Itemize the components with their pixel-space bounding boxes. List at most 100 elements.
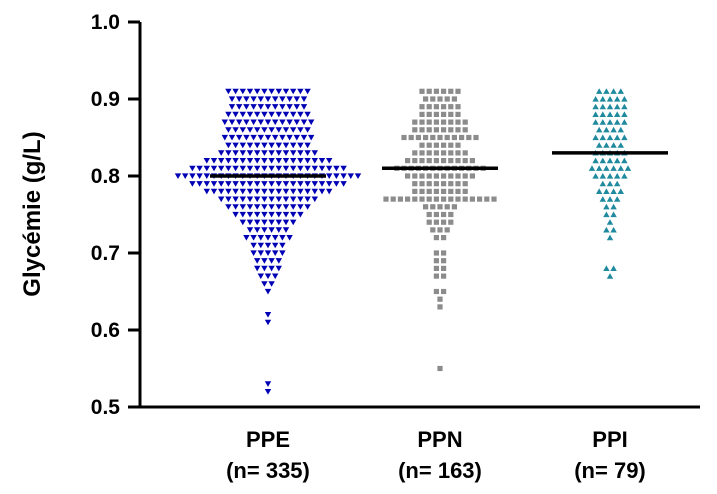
data-point-ppn xyxy=(419,196,425,202)
data-point-ppe xyxy=(311,150,318,156)
data-point-ppn xyxy=(433,196,439,202)
data-point-ppe xyxy=(261,281,268,287)
data-point-ppe xyxy=(210,158,218,164)
data-point-ppe xyxy=(225,142,232,149)
data-point-ppn xyxy=(426,158,432,164)
data-point-ppn xyxy=(430,227,436,233)
data-point-ppn xyxy=(441,111,447,117)
data-point-ppn xyxy=(441,250,447,256)
data-point-ppn xyxy=(419,181,425,187)
data-point-ppn xyxy=(448,158,454,164)
data-point-ppe xyxy=(279,134,286,141)
data-point-ppe xyxy=(218,165,225,172)
data-point-ppe xyxy=(239,204,246,210)
data-point-ppn xyxy=(433,219,439,225)
data-point-ppe xyxy=(246,111,254,118)
data-point-ppe xyxy=(275,211,282,218)
data-point-ppe xyxy=(326,158,333,164)
data-point-ppe xyxy=(254,196,261,203)
data-point-ppi xyxy=(610,226,617,233)
data-point-ppe xyxy=(293,134,300,141)
data-point-ppe xyxy=(297,127,304,133)
data-point-ppe xyxy=(272,242,279,249)
data-point-ppn xyxy=(433,265,439,271)
data-point-ppn xyxy=(426,142,432,148)
data-point-ppe xyxy=(275,111,282,118)
data-point-ppe xyxy=(261,158,268,164)
data-point-ppn xyxy=(441,188,447,194)
data-point-ppi xyxy=(592,173,599,179)
data-point-ppe xyxy=(264,242,272,249)
data-point-ppn xyxy=(412,158,418,164)
data-point-ppi xyxy=(603,88,610,94)
data-point-ppi xyxy=(606,111,614,117)
data-points xyxy=(174,88,632,395)
data-point-ppi xyxy=(614,96,621,102)
data-point-ppe xyxy=(203,165,210,172)
data-point-ppe xyxy=(282,158,290,164)
data-point-ppe xyxy=(246,150,254,156)
x-category-label: PPN xyxy=(417,427,462,452)
data-point-ppe xyxy=(254,181,261,187)
data-point-ppe xyxy=(232,165,239,172)
data-point-ppn xyxy=(433,273,439,279)
data-point-ppe xyxy=(297,196,304,203)
data-point-ppn xyxy=(433,88,439,94)
data-point-ppn xyxy=(451,204,457,210)
data-point-ppi xyxy=(596,88,603,94)
data-point-ppe xyxy=(304,188,311,195)
data-point-ppe xyxy=(304,158,311,164)
data-point-ppi xyxy=(606,157,614,164)
data-point-ppn xyxy=(448,150,454,156)
data-point-ppi xyxy=(621,111,628,117)
data-point-ppn xyxy=(473,134,479,141)
data-point-ppn xyxy=(426,119,432,125)
data-point-ppn xyxy=(426,181,432,187)
data-point-ppe xyxy=(254,150,261,156)
data-point-ppe xyxy=(261,111,268,118)
data-point-ppe xyxy=(318,181,326,187)
data-point-ppn xyxy=(412,173,418,179)
data-point-ppn xyxy=(426,219,432,225)
data-point-ppe xyxy=(318,158,326,164)
data-point-ppi xyxy=(624,165,632,171)
data-point-ppe xyxy=(203,181,210,187)
data-point-ppn xyxy=(441,265,447,271)
data-point-ppn xyxy=(412,150,418,156)
data-point-ppi xyxy=(606,134,614,141)
data-point-ppe xyxy=(275,227,282,233)
data-point-ppi xyxy=(621,173,628,179)
data-point-ppn xyxy=(441,88,447,94)
data-point-ppe xyxy=(225,196,232,203)
data-point-ppe xyxy=(246,204,254,210)
data-point-ppn xyxy=(441,235,447,241)
data-point-ppe xyxy=(347,173,354,179)
data-point-ppe xyxy=(300,119,308,126)
data-point-ppn xyxy=(484,196,490,202)
data-point-ppn xyxy=(433,235,439,241)
data-point-ppe xyxy=(275,142,282,149)
data-point-ppe xyxy=(268,258,275,264)
data-point-ppn xyxy=(433,188,439,194)
data-point-ppn xyxy=(441,288,447,295)
data-point-ppe xyxy=(254,265,261,272)
data-point-ppe xyxy=(196,181,203,187)
data-point-ppe xyxy=(218,196,225,203)
data-point-ppe xyxy=(290,196,297,203)
x-category-label: PPI xyxy=(592,427,627,452)
data-point-ppe xyxy=(246,181,254,187)
data-point-ppe xyxy=(246,227,254,233)
data-point-ppn xyxy=(433,119,439,125)
data-point-ppe xyxy=(239,158,246,164)
data-point-ppe xyxy=(254,211,261,218)
data-point-ppn xyxy=(448,181,454,187)
data-point-ppe xyxy=(272,134,279,141)
data-point-ppn xyxy=(401,134,407,141)
data-point-ppn xyxy=(433,258,439,264)
data-point-ppn xyxy=(441,173,447,179)
data-point-ppi xyxy=(599,157,606,164)
data-point-ppe xyxy=(254,142,261,149)
data-point-ppn xyxy=(412,196,418,202)
data-point-ppe xyxy=(286,119,293,126)
data-point-ppi xyxy=(592,119,599,125)
